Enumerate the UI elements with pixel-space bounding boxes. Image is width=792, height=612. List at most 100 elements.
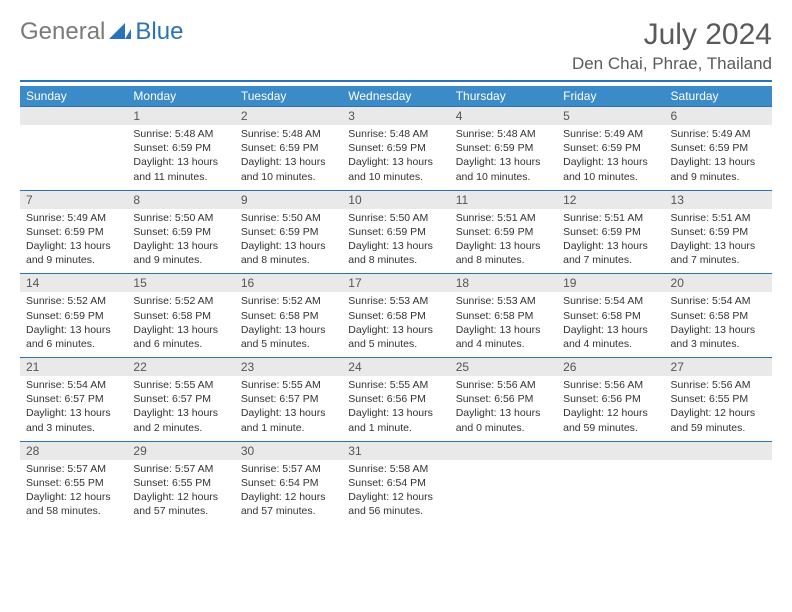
calendar-day-cell: 9Sunrise: 5:50 AMSunset: 6:59 PMDaylight… bbox=[235, 190, 342, 274]
day-detail: Sunrise: 5:49 AMSunset: 6:59 PMDaylight:… bbox=[557, 125, 664, 190]
day-detail: Sunrise: 5:51 AMSunset: 6:59 PMDaylight:… bbox=[450, 209, 557, 274]
day-detail: Sunrise: 5:57 AMSunset: 6:55 PMDaylight:… bbox=[127, 460, 234, 525]
day-detail: Sunrise: 5:52 AMSunset: 6:59 PMDaylight:… bbox=[20, 292, 127, 357]
calendar-day-cell: 25Sunrise: 5:56 AMSunset: 6:56 PMDayligh… bbox=[450, 358, 557, 442]
weekday-header: Saturday bbox=[665, 86, 772, 107]
calendar-week-row: 21Sunrise: 5:54 AMSunset: 6:57 PMDayligh… bbox=[20, 358, 772, 442]
day-number: 15 bbox=[127, 274, 234, 292]
day-number: 19 bbox=[557, 274, 664, 292]
calendar-day-cell bbox=[20, 107, 127, 191]
day-number: 17 bbox=[342, 274, 449, 292]
calendar-day-cell: 27Sunrise: 5:56 AMSunset: 6:55 PMDayligh… bbox=[665, 358, 772, 442]
day-detail: Sunrise: 5:54 AMSunset: 6:57 PMDaylight:… bbox=[20, 376, 127, 441]
day-detail: Sunrise: 5:57 AMSunset: 6:55 PMDaylight:… bbox=[20, 460, 127, 525]
calendar-day-cell: 31Sunrise: 5:58 AMSunset: 6:54 PMDayligh… bbox=[342, 441, 449, 524]
day-detail: Sunrise: 5:55 AMSunset: 6:56 PMDaylight:… bbox=[342, 376, 449, 441]
day-detail: Sunrise: 5:48 AMSunset: 6:59 PMDaylight:… bbox=[450, 125, 557, 190]
day-detail: Sunrise: 5:49 AMSunset: 6:59 PMDaylight:… bbox=[20, 209, 127, 274]
day-detail: Sunrise: 5:54 AMSunset: 6:58 PMDaylight:… bbox=[665, 292, 772, 357]
day-detail: Sunrise: 5:54 AMSunset: 6:58 PMDaylight:… bbox=[557, 292, 664, 357]
day-number: 30 bbox=[235, 442, 342, 460]
day-detail: Sunrise: 5:58 AMSunset: 6:54 PMDaylight:… bbox=[342, 460, 449, 525]
day-number: 28 bbox=[20, 442, 127, 460]
day-number: 24 bbox=[342, 358, 449, 376]
logo: General Blue bbox=[20, 18, 183, 46]
day-detail: Sunrise: 5:51 AMSunset: 6:59 PMDaylight:… bbox=[665, 209, 772, 274]
day-number: 5 bbox=[557, 107, 664, 125]
day-detail: Sunrise: 5:55 AMSunset: 6:57 PMDaylight:… bbox=[235, 376, 342, 441]
day-detail: Sunrise: 5:51 AMSunset: 6:59 PMDaylight:… bbox=[557, 209, 664, 274]
day-number: 21 bbox=[20, 358, 127, 376]
month-title: July 2024 bbox=[572, 18, 772, 52]
day-detail bbox=[450, 460, 557, 512]
day-detail: Sunrise: 5:56 AMSunset: 6:55 PMDaylight:… bbox=[665, 376, 772, 441]
calendar-day-cell: 23Sunrise: 5:55 AMSunset: 6:57 PMDayligh… bbox=[235, 358, 342, 442]
day-number: 12 bbox=[557, 191, 664, 209]
day-detail: Sunrise: 5:56 AMSunset: 6:56 PMDaylight:… bbox=[450, 376, 557, 441]
calendar-week-row: 28Sunrise: 5:57 AMSunset: 6:55 PMDayligh… bbox=[20, 441, 772, 524]
calendar-day-cell: 24Sunrise: 5:55 AMSunset: 6:56 PMDayligh… bbox=[342, 358, 449, 442]
day-number: 16 bbox=[235, 274, 342, 292]
calendar-header-row: SundayMondayTuesdayWednesdayThursdayFrid… bbox=[20, 86, 772, 107]
day-number: 1 bbox=[127, 107, 234, 125]
calendar-day-cell: 21Sunrise: 5:54 AMSunset: 6:57 PMDayligh… bbox=[20, 358, 127, 442]
calendar-day-cell: 12Sunrise: 5:51 AMSunset: 6:59 PMDayligh… bbox=[557, 190, 664, 274]
day-number bbox=[20, 107, 127, 125]
calendar-day-cell: 11Sunrise: 5:51 AMSunset: 6:59 PMDayligh… bbox=[450, 190, 557, 274]
calendar-day-cell bbox=[450, 441, 557, 524]
day-number: 3 bbox=[342, 107, 449, 125]
logo-text-blue: Blue bbox=[135, 18, 183, 46]
day-number: 29 bbox=[127, 442, 234, 460]
day-number: 6 bbox=[665, 107, 772, 125]
calendar-day-cell bbox=[557, 441, 664, 524]
day-detail: Sunrise: 5:57 AMSunset: 6:54 PMDaylight:… bbox=[235, 460, 342, 525]
day-detail bbox=[665, 460, 772, 512]
day-detail: Sunrise: 5:48 AMSunset: 6:59 PMDaylight:… bbox=[342, 125, 449, 190]
calendar-day-cell: 30Sunrise: 5:57 AMSunset: 6:54 PMDayligh… bbox=[235, 441, 342, 524]
location-subtitle: Den Chai, Phrae, Thailand bbox=[572, 54, 772, 74]
weekday-header: Wednesday bbox=[342, 86, 449, 107]
day-detail: Sunrise: 5:50 AMSunset: 6:59 PMDaylight:… bbox=[342, 209, 449, 274]
day-number: 26 bbox=[557, 358, 664, 376]
calendar-day-cell: 7Sunrise: 5:49 AMSunset: 6:59 PMDaylight… bbox=[20, 190, 127, 274]
day-detail: Sunrise: 5:50 AMSunset: 6:59 PMDaylight:… bbox=[127, 209, 234, 274]
day-number bbox=[450, 442, 557, 460]
day-detail: Sunrise: 5:52 AMSunset: 6:58 PMDaylight:… bbox=[127, 292, 234, 357]
calendar-day-cell: 26Sunrise: 5:56 AMSunset: 6:56 PMDayligh… bbox=[557, 358, 664, 442]
calendar-table: SundayMondayTuesdayWednesdayThursdayFrid… bbox=[20, 86, 772, 524]
calendar-day-cell: 20Sunrise: 5:54 AMSunset: 6:58 PMDayligh… bbox=[665, 274, 772, 358]
calendar-day-cell bbox=[665, 441, 772, 524]
calendar-day-cell: 29Sunrise: 5:57 AMSunset: 6:55 PMDayligh… bbox=[127, 441, 234, 524]
day-number: 14 bbox=[20, 274, 127, 292]
calendar-day-cell: 14Sunrise: 5:52 AMSunset: 6:59 PMDayligh… bbox=[20, 274, 127, 358]
weekday-header: Monday bbox=[127, 86, 234, 107]
calendar-day-cell: 3Sunrise: 5:48 AMSunset: 6:59 PMDaylight… bbox=[342, 107, 449, 191]
day-detail: Sunrise: 5:55 AMSunset: 6:57 PMDaylight:… bbox=[127, 376, 234, 441]
calendar-body: 1Sunrise: 5:48 AMSunset: 6:59 PMDaylight… bbox=[20, 107, 772, 525]
day-number: 13 bbox=[665, 191, 772, 209]
day-number bbox=[665, 442, 772, 460]
day-number: 27 bbox=[665, 358, 772, 376]
calendar-day-cell: 17Sunrise: 5:53 AMSunset: 6:58 PMDayligh… bbox=[342, 274, 449, 358]
calendar-day-cell: 5Sunrise: 5:49 AMSunset: 6:59 PMDaylight… bbox=[557, 107, 664, 191]
day-number: 8 bbox=[127, 191, 234, 209]
header-divider bbox=[20, 80, 772, 82]
day-number bbox=[557, 442, 664, 460]
day-number: 10 bbox=[342, 191, 449, 209]
calendar-day-cell: 15Sunrise: 5:52 AMSunset: 6:58 PMDayligh… bbox=[127, 274, 234, 358]
day-number: 20 bbox=[665, 274, 772, 292]
day-number: 2 bbox=[235, 107, 342, 125]
day-detail: Sunrise: 5:48 AMSunset: 6:59 PMDaylight:… bbox=[127, 125, 234, 190]
calendar-day-cell: 13Sunrise: 5:51 AMSunset: 6:59 PMDayligh… bbox=[665, 190, 772, 274]
day-number: 25 bbox=[450, 358, 557, 376]
weekday-header: Friday bbox=[557, 86, 664, 107]
calendar-day-cell: 16Sunrise: 5:52 AMSunset: 6:58 PMDayligh… bbox=[235, 274, 342, 358]
day-number: 7 bbox=[20, 191, 127, 209]
day-number: 18 bbox=[450, 274, 557, 292]
logo-text-general: General bbox=[20, 18, 105, 46]
day-detail: Sunrise: 5:52 AMSunset: 6:58 PMDaylight:… bbox=[235, 292, 342, 357]
calendar-week-row: 7Sunrise: 5:49 AMSunset: 6:59 PMDaylight… bbox=[20, 190, 772, 274]
day-number: 4 bbox=[450, 107, 557, 125]
calendar-day-cell: 1Sunrise: 5:48 AMSunset: 6:59 PMDaylight… bbox=[127, 107, 234, 191]
weekday-header: Thursday bbox=[450, 86, 557, 107]
